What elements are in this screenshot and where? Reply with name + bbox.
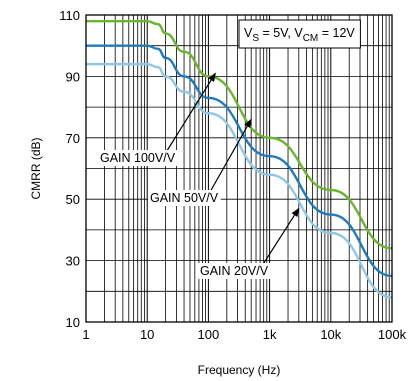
y-axis-label: CMRR (dB): [29, 137, 43, 199]
x-tick-label: 1: [82, 327, 89, 342]
annotation-label-bg: [198, 263, 271, 279]
annotation-arrow: [164, 72, 216, 155]
y-tick-label: 90: [66, 69, 80, 84]
cond-prefix: V: [244, 26, 253, 40]
annotation-label: GAIN 50V/V: [150, 191, 219, 205]
series-line: [86, 62, 393, 299]
x-axis-label: Frequency (Hz): [198, 363, 281, 377]
condition-box: VS = 5V, VCM = 12V: [238, 19, 361, 49]
series-layer: [86, 19, 393, 299]
x-tick-label: 100k: [378, 327, 407, 342]
annotation-arrow: [261, 207, 300, 267]
series-line: [86, 19, 393, 250]
y-tick-label: 50: [66, 192, 80, 207]
annotation-label-bg: [148, 190, 221, 206]
x-tick-label: 100: [198, 327, 220, 342]
annotation-layer: GAIN 100V/V GAIN 50V/V GAIN 20V/V: [98, 72, 300, 279]
x-tick-label: 1k: [263, 327, 277, 342]
cond-mid: = 5V, V: [259, 26, 303, 40]
annotation-label-bg: [98, 150, 178, 166]
condition-text: VS = 5V, VCM = 12V: [244, 26, 355, 44]
y-tick-label: 110: [59, 8, 80, 23]
y-tick-label: 70: [66, 131, 80, 146]
plot-frame: [85, 14, 393, 323]
annotation-arrow: [209, 118, 252, 193]
annotation-label: GAIN 20V/V: [200, 264, 269, 278]
cond-sub2: CM: [303, 33, 319, 44]
x-tick-label: 10k: [320, 327, 341, 342]
series-line: [86, 44, 393, 278]
cond-suffix: = 12V: [318, 26, 355, 40]
condition-box-frame: [238, 19, 361, 49]
cond-sub1: S: [252, 33, 259, 44]
annotation-label: GAIN 100V/V: [100, 151, 176, 165]
y-tick-label: 30: [66, 254, 80, 269]
y-tick-label: 10: [66, 315, 80, 330]
x-tick-label: 10: [140, 327, 154, 342]
